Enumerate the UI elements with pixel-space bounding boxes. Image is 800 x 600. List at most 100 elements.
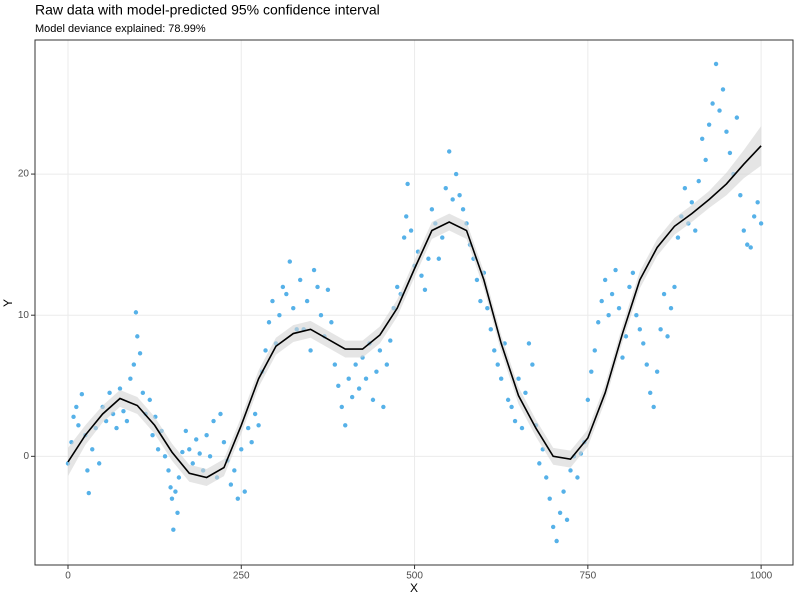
data-point [284, 291, 289, 297]
data-point [76, 423, 81, 428]
data-point [717, 108, 722, 113]
data-point [530, 362, 535, 367]
data-point [585, 397, 591, 403]
data-point [114, 425, 119, 431]
data-point [672, 284, 677, 290]
data-point [404, 214, 409, 219]
data-point [606, 313, 611, 318]
data-point [492, 348, 497, 353]
data-point [544, 475, 549, 480]
data-point [644, 362, 649, 367]
data-point [239, 447, 244, 452]
data-point [249, 440, 254, 445]
data-point [675, 235, 681, 240]
data-point [505, 397, 511, 403]
data-point [440, 235, 445, 240]
data-point [291, 305, 296, 311]
data-point [90, 447, 95, 452]
data-point [408, 228, 414, 233]
data-point [311, 267, 317, 273]
data-point [384, 362, 390, 367]
data-point [96, 461, 102, 466]
data-point [228, 482, 234, 487]
data-point [696, 178, 701, 184]
data-point [734, 115, 740, 120]
data-point [107, 390, 112, 396]
data-point [117, 386, 123, 391]
data-point [79, 392, 85, 397]
data-point [478, 298, 483, 304]
data-point [616, 305, 622, 311]
data-point [758, 221, 764, 226]
plot-border [34, 39, 794, 566]
data-point [682, 185, 688, 191]
data-point [242, 489, 247, 494]
data-point [554, 538, 559, 544]
data-point [168, 485, 173, 490]
data-point [488, 327, 493, 332]
x-tick-label: 250 [233, 571, 250, 582]
data-point [661, 291, 667, 297]
data-point [443, 185, 448, 191]
data-point [460, 207, 466, 212]
y-axis-label: Y [1, 299, 15, 307]
data-point [277, 313, 282, 318]
data-point [166, 468, 171, 473]
data-point [738, 193, 743, 198]
data-point [419, 273, 424, 278]
data-point [137, 351, 143, 356]
data-point [564, 517, 570, 523]
data-point [457, 193, 462, 198]
data-point [71, 414, 76, 420]
data-point [623, 334, 629, 339]
data-point [495, 362, 500, 367]
data-point [150, 432, 155, 438]
data-point [349, 394, 355, 400]
data-point [641, 341, 646, 346]
data-point [654, 369, 660, 374]
data-point [336, 383, 341, 388]
data-point [557, 510, 563, 515]
data-point [140, 390, 146, 396]
data-point [388, 338, 393, 343]
chart-title: Raw data with model-predicted 95% confid… [35, 2, 380, 18]
data-point [453, 171, 459, 177]
data-point [155, 447, 161, 452]
data-point [474, 277, 480, 283]
data-point [436, 256, 442, 261]
data-point [706, 122, 712, 127]
data-point [287, 259, 292, 264]
data-point [204, 432, 209, 438]
data-point [512, 418, 518, 424]
data-point [422, 287, 428, 292]
data-point [450, 197, 455, 202]
data-point [266, 320, 272, 325]
data-point [332, 362, 338, 367]
data-point [197, 451, 202, 456]
data-point [596, 320, 601, 325]
data-point [194, 437, 199, 442]
data-point [346, 376, 351, 381]
data-point [703, 157, 708, 163]
data-point [526, 341, 532, 346]
data-point [637, 327, 643, 332]
fit-line [67, 145, 762, 479]
data-point [727, 150, 733, 156]
data-point [568, 468, 573, 473]
data-point [131, 362, 137, 367]
data-point [235, 496, 241, 501]
data-point [221, 440, 227, 445]
data-point [713, 61, 719, 67]
data-point [700, 136, 705, 141]
data-point [232, 468, 237, 473]
data-point [426, 256, 431, 261]
data-point [370, 397, 376, 403]
data-point [634, 313, 639, 318]
data-point [602, 277, 608, 283]
data-point [627, 284, 632, 290]
data-point [180, 449, 185, 455]
data-point [613, 267, 618, 273]
x-tick-label: 500 [406, 571, 423, 582]
data-point [325, 287, 331, 292]
